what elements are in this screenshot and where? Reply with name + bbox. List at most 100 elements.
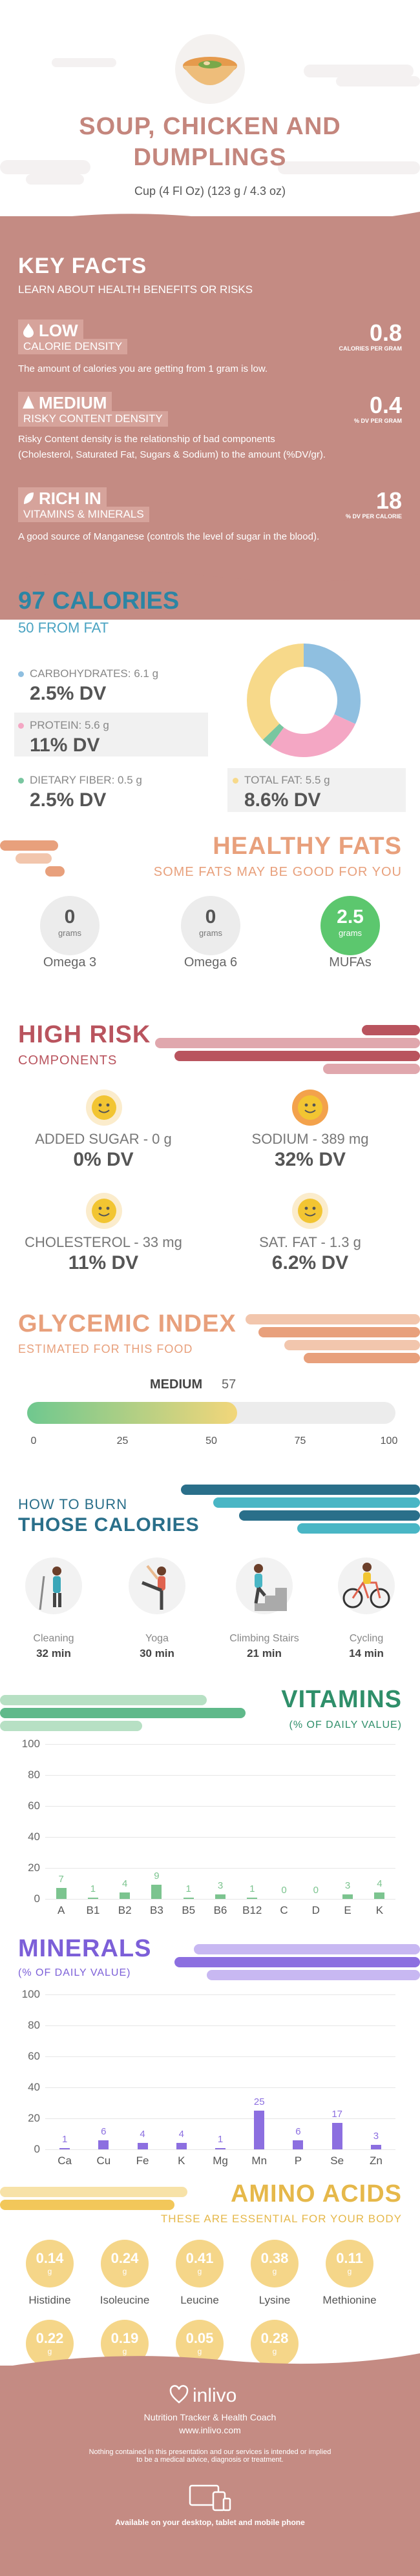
amino-subtitle: THESE ARE ESSENTIAL FOR YOUR BODY [160, 2213, 402, 2225]
value-label: 3 [217, 1880, 224, 1891]
calories-title: 97 CALORIES [18, 587, 180, 614]
glycemic-tick-label: 50 [205, 1435, 217, 1446]
sodium-item: SODIUM - 389 mg 32% DV [251, 1131, 369, 1170]
platforms-note: Available on your desktop, tablet and mo… [115, 2518, 305, 2527]
decor-bar [174, 1051, 420, 1061]
amino-circle: 0.11 g [326, 2240, 373, 2287]
amino-unit: g [47, 2267, 52, 2276]
value-label: 3 [344, 1880, 351, 1891]
value-label: 4 [178, 2129, 184, 2140]
key-facts-section: KEY FACTS LEARN ABOUT HEALTH BENEFITS OR… [0, 216, 420, 620]
grid-line [45, 1837, 395, 1838]
bar-Cu [98, 2140, 109, 2149]
value-label: 1 [249, 1883, 255, 1894]
category-label: B5 [182, 1904, 196, 1916]
hero: SOUP, CHICKEN AND DUMPLINGS Cup (4 Fl Oz… [0, 0, 420, 198]
y-tick-label: 0 [34, 2143, 40, 2155]
category-label: C [280, 1904, 288, 1916]
smiley-icon [86, 1193, 122, 1229]
heart-logo-icon [169, 2385, 189, 2404]
grid-line [45, 2149, 395, 2150]
bar-Zn [370, 2144, 381, 2149]
category-label: Cu [96, 2155, 111, 2167]
decor-bar [362, 1025, 420, 1035]
glycemic-fill [27, 1402, 237, 1424]
grid-line [45, 1806, 395, 1807]
background-pattern [0, 58, 420, 185]
calorie-density-desc: The amount of calories you are getting f… [18, 363, 268, 374]
omega6-circle: 0 grams [181, 896, 240, 955]
amino-circle: 0.14 g [26, 2240, 74, 2287]
vitamins-subtitle: (% OF DAILY VALUE) [289, 1719, 402, 1730]
decor-bar [304, 1353, 420, 1363]
value-label: 6 [101, 2125, 107, 2137]
bar-K [374, 1892, 385, 1899]
omega3-label: Omega 3 [43, 955, 97, 969]
nutrient-fiber: DIETARY FIBER: 0.5 g 2.5% DV [18, 771, 212, 815]
category-label: Zn [369, 2155, 383, 2167]
brand-url[interactable]: www.inlivo.com [179, 2425, 241, 2435]
amino-value: 0.28 [260, 2330, 289, 2346]
value-label: 4 [140, 2129, 145, 2140]
macronutrient-donut-chart [247, 644, 361, 757]
grid-line [45, 1899, 395, 1900]
bar-B12 [247, 1897, 258, 1899]
amino-unit: g [197, 2267, 202, 2276]
leaf-icon [24, 492, 34, 504]
nutrient-fat: TOTAL FAT: 5.5 g 8.6% DV [233, 771, 401, 815]
glycemic-subtitle: ESTIMATED FOR THIS FOOD [18, 1343, 193, 1355]
amino-unit: g [47, 2347, 52, 2356]
key-facts-subtitle: LEARN ABOUT HEALTH BENEFITS OR RISKS [18, 283, 253, 296]
value-label: 1 [61, 2133, 68, 2145]
value-label: 0 [281, 1885, 287, 1896]
brand-tagline: Nutrition Tracker & Health Coach [143, 2412, 277, 2422]
grid-line [45, 2025, 395, 2026]
omega6-label: Omega 6 [184, 955, 238, 969]
calories-from-fat: 50 FROM FAT [18, 620, 109, 636]
yoga-icon [129, 1557, 185, 1614]
decor-bar [0, 2200, 174, 2210]
decor-bar [16, 853, 52, 864]
protein-slice [247, 644, 361, 757]
decor-bar [0, 840, 58, 851]
grid-line [45, 2118, 395, 2119]
y-tick-label: 0 [34, 1892, 40, 1905]
risky-content-desc: Risky Content density is the relationshi… [18, 434, 326, 460]
amino-name: Lysine [258, 2294, 291, 2306]
burn-cleaning: Cleaning 32 min [33, 1633, 74, 1659]
value-label: 1 [217, 2133, 224, 2145]
healthy-fats-subtitle: SOME FATS MAY BE GOOD FOR YOU [153, 865, 402, 879]
mufa-circle: 2.5 grams [320, 896, 380, 955]
category-label: P [294, 2155, 302, 2167]
amino-title: AMINO ACIDS [230, 2180, 402, 2207]
decor-bar [323, 1064, 420, 1074]
glycemic-tick-label: 0 [30, 1435, 37, 1446]
value-label: 9 [154, 1871, 160, 1882]
glycemic-value: 57 [222, 1377, 236, 1392]
bar-P [293, 2140, 304, 2149]
bar-Se [331, 2123, 342, 2149]
fact-calorie-density: LOW CALORIE DENSITY [18, 319, 154, 357]
bar-E [342, 1894, 353, 1899]
y-tick-label: 20 [28, 1861, 40, 1874]
value-label: 7 [58, 1874, 64, 1885]
amino-name: Methionine [322, 2294, 377, 2306]
decor-bar [0, 2187, 187, 2197]
minerals-subtitle: (% OF DAILY VALUE) [18, 1967, 131, 1978]
nutrient-carbohydrates: CARBOHYDRATES: 6.1 g 2.5% DV [18, 665, 212, 709]
value-label: 25 [253, 2096, 265, 2107]
page-title: SOUP, CHICKEN AND DUMPLINGS [79, 113, 341, 171]
decor-bar [194, 1944, 420, 1954]
amino-name: Isoleucine [100, 2294, 150, 2306]
amino-value: 0.19 [110, 2330, 139, 2346]
vitamins-title: VITAMINS [281, 1686, 402, 1713]
amino-circle: 0.28 g [251, 2320, 299, 2368]
y-tick-label: 60 [28, 2050, 40, 2062]
amino-value: 0.24 [110, 2250, 139, 2266]
category-label: Fe [136, 2155, 149, 2167]
grid-line [45, 2087, 395, 2088]
vitamins-desc: A good source of Manganese (controls the… [18, 531, 320, 542]
amino-unit: g [197, 2347, 202, 2356]
amino-value: 0.05 [185, 2330, 214, 2346]
